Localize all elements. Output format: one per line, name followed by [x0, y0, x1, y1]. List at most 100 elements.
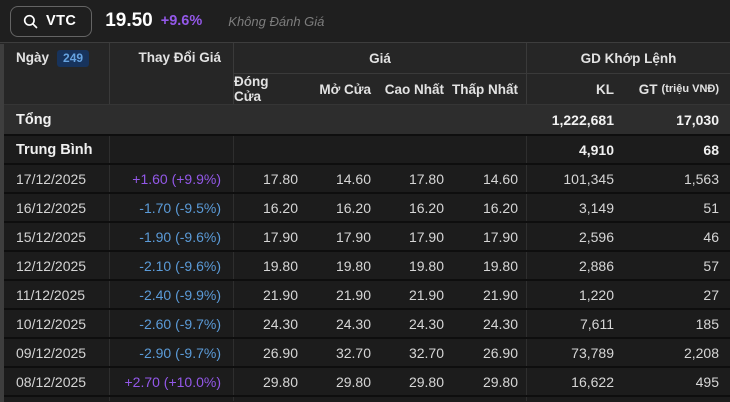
header-price-change: Thay Đổi Giá: [109, 43, 233, 104]
header-value-unit: (triệu VNĐ): [661, 83, 719, 95]
summary-total-value: 17,030: [676, 111, 719, 128]
header-group-matched-orders: GD Khớp Lệnh: [526, 43, 730, 74]
rating-label: Không Đánh Giá: [228, 13, 325, 29]
close-cell: 26.90: [233, 339, 306, 366]
clipped-next-row: [0, 395, 730, 401]
header-date: Ngày 249: [0, 43, 109, 104]
low-cell: 17.90: [482, 228, 518, 245]
high-cell: 19.80: [408, 257, 444, 274]
volume-cell: 1,220: [526, 281, 627, 308]
close-cell: 29.80: [233, 368, 306, 395]
history-row[interactable]: 10/12/2025 -2.60 (-9.7%) 24.30 24.30 24.…: [0, 308, 730, 337]
history-row[interactable]: 12/12/2025 -2.10 (-9.6%) 19.80 19.80 19.…: [0, 250, 730, 279]
low-cell: 26.90: [482, 344, 518, 361]
low-cell: 14.60: [482, 170, 518, 187]
header-low: Thấp Nhất: [452, 81, 518, 97]
low-cell: 24.30: [482, 315, 518, 332]
change-cell: -2.40 (-9.9%): [109, 281, 233, 308]
change-cell: -2.60 (-9.7%): [109, 310, 233, 337]
summary-average-label: Trung Bình: [16, 141, 93, 158]
left-edge-strip: [0, 44, 4, 402]
summary-row-total[interactable]: Tổng 1,222,681 17,030: [0, 105, 730, 134]
volume-cell: 2,886: [526, 252, 627, 279]
date-cell: 11/12/2025: [16, 286, 86, 303]
change-cell: -2.90 (-9.7%): [109, 339, 233, 366]
volume-cell: 101,345: [526, 165, 627, 192]
change-cell: -1.70 (-9.5%): [109, 194, 233, 221]
date-cell: 10/12/2025: [16, 315, 87, 332]
open-cell: 29.80: [335, 373, 371, 390]
header-value: GT (triệu VNĐ): [627, 74, 730, 104]
history-row[interactable]: 15/12/2025 -1.90 (-9.6%) 17.90 17.90 17.…: [0, 221, 730, 250]
change-cell: -1.90 (-9.6%): [109, 223, 233, 250]
low-cell: 29.80: [482, 373, 518, 390]
value-cell: 2,208: [683, 344, 719, 361]
change-cell: -2.10 (-9.6%): [109, 252, 233, 279]
volume-cell: 73,789: [526, 339, 627, 366]
value-cell: 57: [703, 257, 719, 274]
close-cell: 21.90: [233, 281, 306, 308]
high-cell: 21.90: [408, 286, 444, 303]
low-cell: 19.80: [482, 257, 518, 274]
volume-cell: 16,622: [526, 368, 627, 395]
current-price: 19.50: [105, 10, 153, 31]
date-cell: 08/12/2025: [16, 373, 87, 390]
history-row[interactable]: 17/12/2025 +1.60 (+9.9%) 17.80 14.60 17.…: [0, 163, 730, 192]
low-cell: 21.90: [482, 286, 518, 303]
volume-cell: 3,149: [526, 194, 627, 221]
high-cell: 29.80: [408, 373, 444, 390]
header-close: Đóng Cửa: [233, 74, 306, 104]
date-cell: 17/12/2025: [16, 170, 87, 187]
ticker-symbol: VTC: [46, 13, 77, 29]
high-cell: 32.70: [408, 344, 444, 361]
table-header: Ngày 249 Thay Đổi Giá Giá GD Khớp Lệnh Đ…: [0, 43, 730, 105]
high-cell: 17.90: [408, 228, 444, 245]
history-row[interactable]: 16/12/2025 -1.70 (-9.5%) 16.20 16.20 16.…: [0, 192, 730, 221]
volume-cell: 7,611: [526, 310, 627, 337]
header-open: Mở Cửa: [319, 81, 371, 97]
high-cell: 17.80: [408, 170, 444, 187]
open-cell: 24.30: [335, 315, 371, 332]
change-cell: +2.70 (+10.0%): [109, 368, 233, 395]
date-cell: 09/12/2025: [16, 344, 87, 361]
history-row[interactable]: 09/12/2025 -2.90 (-9.7%) 26.90 32.70 32.…: [0, 337, 730, 366]
date-cell: 15/12/2025: [16, 228, 87, 245]
open-cell: 19.80: [335, 257, 371, 274]
value-cell: 495: [695, 373, 719, 390]
volume-cell: 2,596: [526, 223, 627, 250]
close-cell: 17.90: [233, 223, 306, 250]
low-cell: 16.20: [482, 199, 518, 216]
close-cell: 19.80: [233, 252, 306, 279]
history-row[interactable]: 08/12/2025 +2.70 (+10.0%) 29.80 29.80 29…: [0, 366, 730, 395]
summary-average-change: [109, 136, 233, 163]
header-date-label: Ngày: [16, 50, 50, 65]
open-cell: 21.90: [335, 286, 371, 303]
close-cell: 17.80: [233, 165, 306, 192]
close-cell: 24.30: [233, 310, 306, 337]
price-change-percent: +9.6%: [160, 13, 203, 29]
open-cell: 32.70: [335, 344, 371, 361]
date-cell: 16/12/2025: [16, 199, 87, 216]
close-cell: 16.20: [233, 194, 306, 221]
open-cell: 17.90: [335, 228, 371, 245]
summary-row-average[interactable]: Trung Bình 4,910 68: [0, 134, 730, 163]
high-cell: 16.20: [408, 199, 444, 216]
summary-average-volume: 4,910: [526, 136, 627, 163]
value-cell: 46: [703, 228, 719, 245]
summary-average-value: 68: [703, 141, 719, 158]
days-count-badge: 249: [57, 50, 90, 67]
search-icon: [23, 14, 38, 29]
open-cell: 16.20: [335, 199, 371, 216]
table-body: Tổng 1,222,681 17,030 Trung Bình 4,910 6…: [0, 105, 730, 401]
header-volume: KL: [526, 74, 627, 104]
topbar: VTC 19.50 +9.6% Không Đánh Giá: [0, 0, 730, 43]
value-cell: 185: [695, 315, 719, 332]
value-cell: 51: [703, 199, 719, 216]
value-cell: 27: [703, 286, 719, 303]
ticker-search-box[interactable]: VTC: [10, 5, 93, 37]
summary-total-label: Tổng: [16, 111, 52, 128]
value-cell: 1,563: [683, 170, 719, 187]
header-value-label: GT: [638, 81, 658, 97]
history-row[interactable]: 11/12/2025 -2.40 (-9.9%) 21.90 21.90 21.…: [0, 279, 730, 308]
